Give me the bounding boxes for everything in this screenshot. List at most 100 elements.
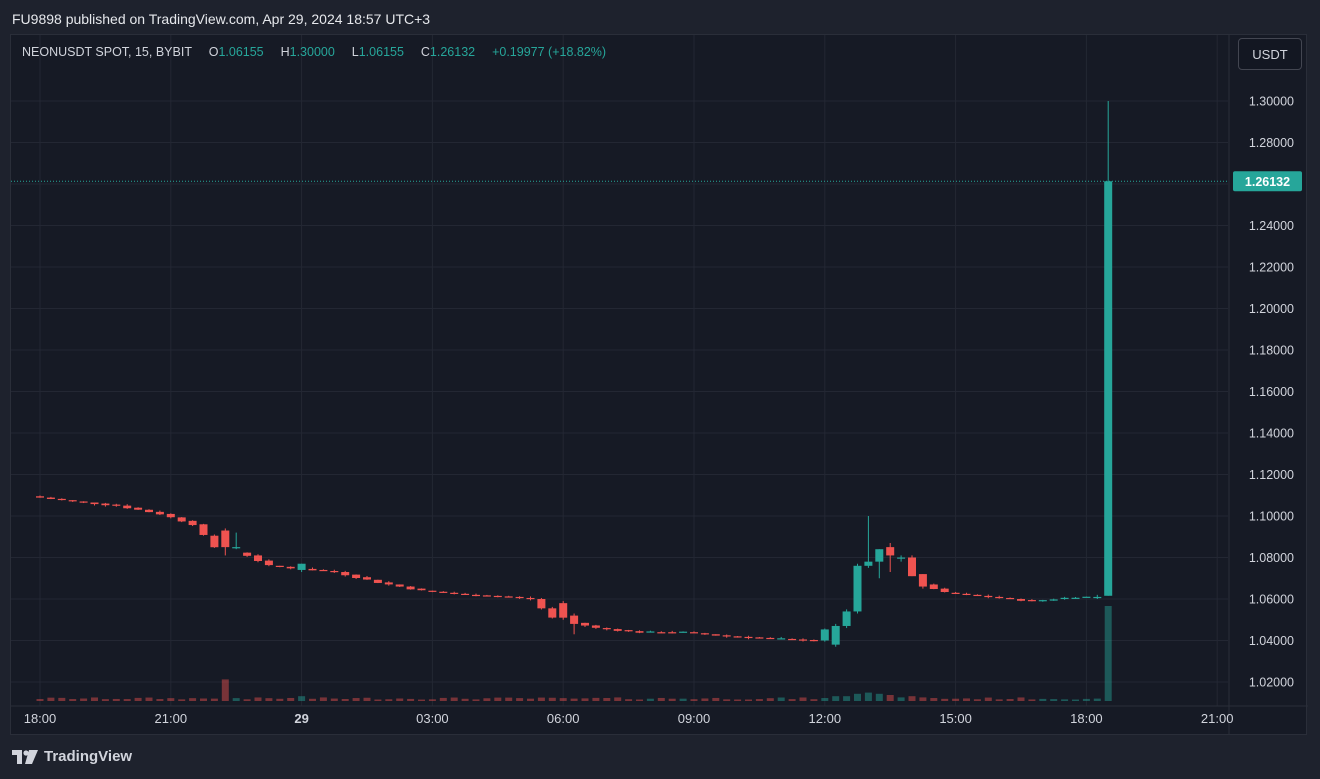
candle-body: [842, 611, 851, 626]
volume-bar: [450, 697, 458, 701]
candle-body: [820, 629, 829, 641]
x-axis-tick-label: 29: [294, 711, 308, 726]
y-axis-tick-label: 1.06000: [1249, 593, 1294, 607]
last-price-label: 1.26132: [1245, 175, 1290, 189]
candle-body: [90, 502, 99, 505]
volume-bar: [276, 698, 284, 701]
candle-body: [918, 574, 927, 587]
volume-bar: [352, 698, 360, 701]
volume-bar: [886, 695, 894, 701]
candle-body: [515, 596, 524, 599]
volume-bar: [592, 697, 600, 701]
volume-bar: [483, 698, 491, 701]
volume-bar: [396, 698, 404, 701]
volume-bar: [930, 698, 938, 701]
candle-body: [809, 639, 818, 642]
candle-body: [199, 524, 208, 535]
y-axis-tick-label: 1.22000: [1249, 261, 1294, 275]
candle-body: [188, 520, 197, 526]
candle-body: [581, 622, 589, 626]
candle-body: [482, 595, 491, 597]
volume-bar: [341, 698, 349, 701]
candle-body: [559, 603, 568, 618]
volume-bar: [766, 698, 774, 701]
volume-bar: [428, 699, 436, 701]
volume-bar: [559, 698, 567, 701]
volume-bar: [123, 699, 131, 701]
candle-body: [886, 547, 895, 556]
volume-bar: [777, 697, 785, 701]
volume-bar: [1028, 699, 1036, 701]
volume-bar: [145, 697, 153, 701]
volume-bar: [701, 698, 709, 701]
footer-brand: TradingView: [12, 748, 132, 765]
volume-bar: [657, 697, 665, 701]
volume-bar: [755, 699, 763, 701]
x-axis-tick-label: 18:00: [24, 711, 57, 726]
candle-body: [570, 615, 579, 624]
volume-bar: [537, 697, 545, 701]
change-value: +0.19977 (+18.82%): [492, 45, 607, 59]
candle-body: [341, 572, 350, 576]
candle-body: [243, 552, 252, 556]
y-axis-tick-label: 1.14000: [1249, 427, 1294, 441]
candle-body: [461, 593, 470, 596]
volume-bar: [603, 698, 611, 701]
candle-body: [79, 501, 88, 503]
volume-bar: [864, 692, 872, 701]
candle-body: [657, 632, 666, 634]
candle-body: [1060, 597, 1069, 600]
volume-bar: [625, 699, 633, 701]
symbol-legend: NEONUSDT SPOT, 15, BYBIT O1.06155 H1.300…: [22, 45, 606, 59]
y-axis-tick-label: 1.24000: [1249, 219, 1294, 233]
candle-body: [908, 557, 916, 577]
candle-body: [788, 638, 797, 641]
low-value: 1.06155: [358, 45, 404, 59]
candle-body: [591, 625, 600, 628]
volume-bar: [952, 698, 960, 701]
volume-bar: [799, 697, 807, 701]
volume-bar: [897, 697, 905, 701]
volume-bar: [461, 698, 469, 701]
candle-body: [297, 563, 306, 570]
candle-body: [864, 561, 873, 566]
candle-body: [406, 586, 415, 590]
volume-bar: [941, 698, 949, 701]
volume-bar: [1082, 698, 1090, 701]
y-axis-tick-label: 1.02000: [1249, 676, 1294, 690]
volume-bar: [614, 697, 622, 701]
high-value: 1.30000: [289, 45, 335, 59]
candle-body: [472, 594, 480, 597]
candle-body: [995, 596, 1004, 599]
candle-body: [254, 555, 262, 561]
candle-body: [363, 577, 371, 580]
y-axis-tick-label: 1.12000: [1249, 468, 1294, 482]
candle-body: [134, 507, 143, 510]
volume-bar: [134, 697, 142, 701]
volume-bar: [189, 698, 197, 701]
candle-body: [766, 637, 775, 640]
candle-body: [984, 595, 993, 598]
candle-body: [232, 547, 241, 549]
brand-name: TradingView: [44, 748, 133, 765]
volume-bar: [287, 697, 295, 701]
volume-bar: [80, 698, 88, 701]
currency-button[interactable]: USDT: [1238, 38, 1302, 70]
candle-body: [537, 599, 546, 609]
chart-pane[interactable]: [10, 34, 1307, 735]
candle-body: [1049, 599, 1058, 601]
volume-bar: [1061, 699, 1069, 701]
candle-body: [46, 497, 55, 499]
candle-body: [548, 608, 557, 618]
candle-body: [57, 498, 66, 501]
candle-body: [1093, 596, 1102, 599]
volume-bar: [407, 698, 415, 701]
candle-body: [384, 582, 393, 585]
volume-bar: [646, 698, 654, 701]
x-axis-tick-label: 06:00: [547, 711, 580, 726]
candle-body: [1104, 181, 1113, 596]
volume-bar: [156, 699, 164, 701]
volume-bar: [548, 697, 556, 701]
y-axis-tick-label: 1.28000: [1249, 136, 1294, 150]
